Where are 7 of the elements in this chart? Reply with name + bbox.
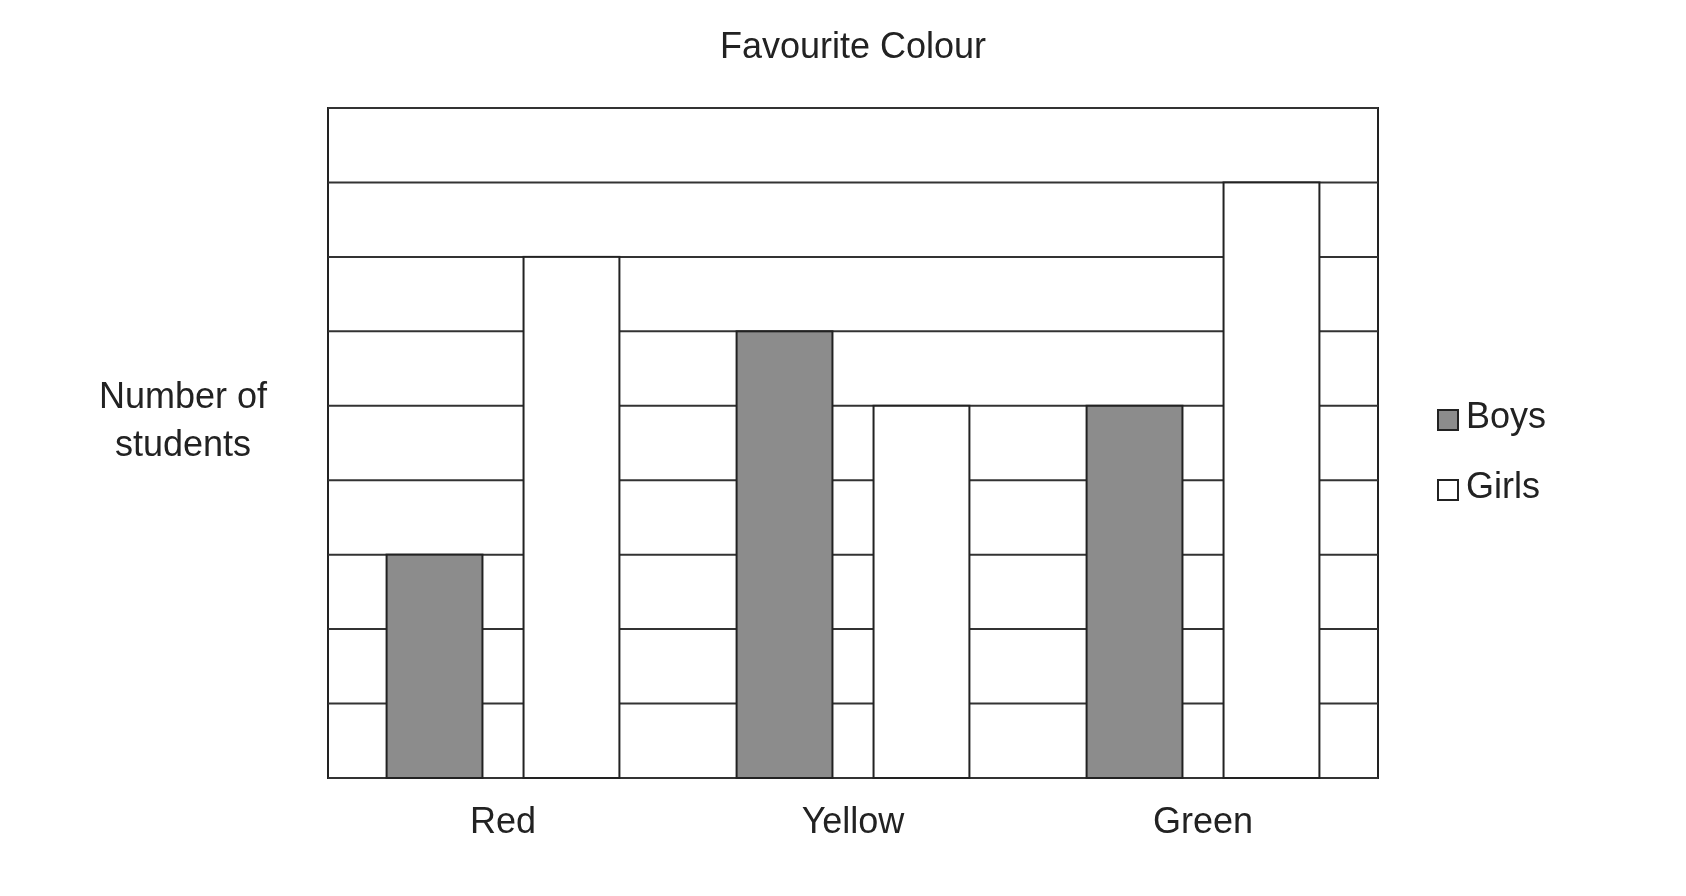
legend-label: Boys — [1466, 395, 1547, 436]
legend-label: Girls — [1466, 465, 1540, 506]
x-tick-label: Green — [1152, 800, 1254, 841]
x-tick-label: Red — [469, 800, 537, 841]
x-tick-label: Yellow — [801, 800, 906, 841]
chart-title: Favourite Colour — [719, 25, 987, 66]
y-axis-title: Number of students — [98, 375, 269, 464]
